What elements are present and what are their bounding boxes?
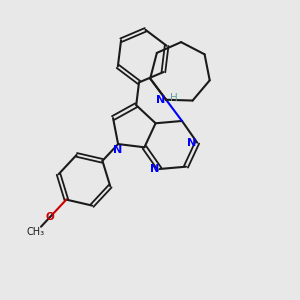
Text: N: N: [150, 164, 159, 174]
Text: N: N: [113, 145, 123, 155]
Text: N: N: [156, 95, 165, 105]
Text: H: H: [170, 93, 178, 103]
Text: N: N: [187, 138, 196, 148]
Text: O: O: [45, 212, 54, 222]
Text: CH₃: CH₃: [27, 227, 45, 237]
